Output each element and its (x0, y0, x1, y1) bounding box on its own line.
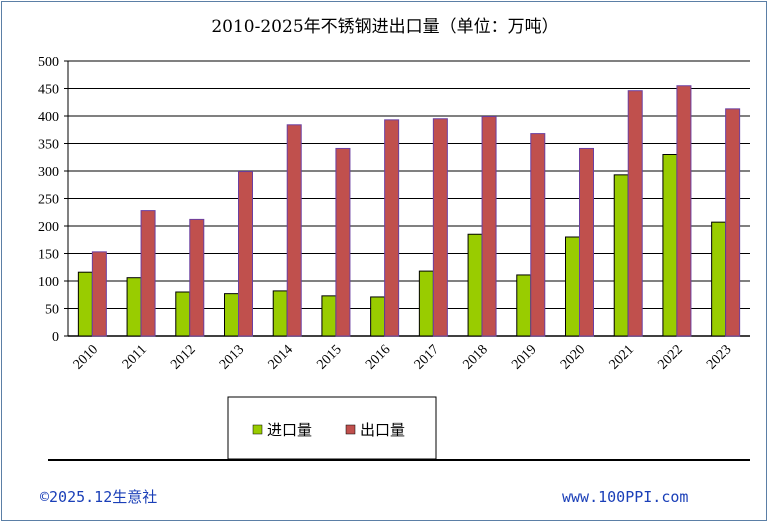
legend: 进口量 出口量 (227, 396, 437, 460)
x-tick-label-2020: 2020 (558, 342, 588, 372)
x-tick-label-2016: 2016 (363, 342, 393, 372)
legend-box (227, 396, 437, 460)
y-tick-label-300: 300 (38, 165, 59, 180)
bar-export-2022 (676, 85, 692, 337)
y-tick-label-100: 100 (38, 275, 59, 290)
bar-import-2018 (467, 233, 483, 337)
y-tick-label-500: 500 (38, 55, 59, 70)
x-tick-label-2019: 2019 (509, 342, 539, 372)
bar-export-2010 (91, 251, 107, 337)
bar-import-2021 (613, 174, 629, 337)
x-tick-label-2013: 2013 (217, 342, 247, 372)
y-axis-tick-labels: 0 50 100 150 200 250 300 350 400 450 500 (38, 55, 59, 345)
legend-swatch-import (252, 424, 263, 435)
y-tick-label-0: 0 (52, 330, 59, 345)
bar-import-2016 (370, 296, 386, 337)
x-tick-label-2010: 2010 (71, 342, 101, 372)
x-tick-label-2017: 2017 (412, 342, 442, 372)
y-tick-label-400: 400 (38, 110, 59, 125)
bar-export-2019 (530, 133, 546, 337)
x-tick-label-2022: 2022 (655, 342, 685, 372)
bar-import-2019 (516, 274, 532, 337)
bar-import-2020 (565, 236, 580, 337)
x-tick-label-2023: 2023 (704, 342, 734, 372)
x-tick-label-2011: 2011 (120, 342, 150, 372)
grid-lines (64, 60, 750, 337)
bar-export-2011 (140, 210, 156, 337)
y-tick-label-450: 450 (38, 83, 59, 98)
bar-import-2013 (224, 293, 239, 337)
bar-import-2012 (175, 291, 191, 337)
x-axis-tick-labels: 2010 2011 2012 2013 2014 2015 2016 2017 2018 2019… (71, 342, 735, 372)
x-tick-label-2018: 2018 (460, 342, 490, 372)
bar-export-2018 (481, 116, 497, 337)
bar-export-2017 (432, 118, 448, 337)
bar-export-2020 (579, 147, 594, 337)
y-tick-label-150: 150 (38, 248, 59, 263)
bar-export-2023 (725, 108, 741, 337)
legend-label-import: 进口量 (267, 421, 312, 439)
bar-export-2021 (627, 90, 643, 337)
bars (77, 85, 741, 337)
x-tick-label-2014: 2014 (266, 342, 296, 372)
y-tick-label-350: 350 (38, 138, 59, 153)
website-link[interactable]: www.100PPI.com (562, 488, 688, 506)
x-tick-label-2012: 2012 (168, 342, 198, 372)
bar-import-2015 (321, 295, 337, 337)
bar-import-2017 (418, 270, 434, 337)
bar-import-2014 (272, 290, 288, 337)
legend-swatch-export (345, 424, 356, 435)
bar-import-2010 (77, 271, 93, 337)
y-tick-label-50: 50 (45, 303, 59, 318)
bar-export-2013 (238, 171, 253, 337)
bar-export-2012 (189, 218, 205, 337)
bar-import-2023 (711, 221, 727, 337)
bar-export-2014 (286, 124, 302, 337)
y-tick-label-200: 200 (38, 220, 59, 235)
bar-import-2022 (662, 154, 678, 337)
legend-label-export: 出口量 (360, 421, 405, 439)
copyright-text: ©2025.12生意社 (40, 488, 157, 506)
x-tick-label-2021: 2021 (607, 342, 637, 372)
bar-import-2011 (126, 277, 142, 337)
bar-export-2016 (384, 119, 400, 337)
x-tick-label-2015: 2015 (314, 342, 344, 372)
chart-title: 2010-2025年不锈钢进出口量（单位：万吨） (211, 17, 558, 37)
bar-export-2015 (335, 147, 351, 337)
y-tick-label-250: 250 (38, 193, 59, 208)
